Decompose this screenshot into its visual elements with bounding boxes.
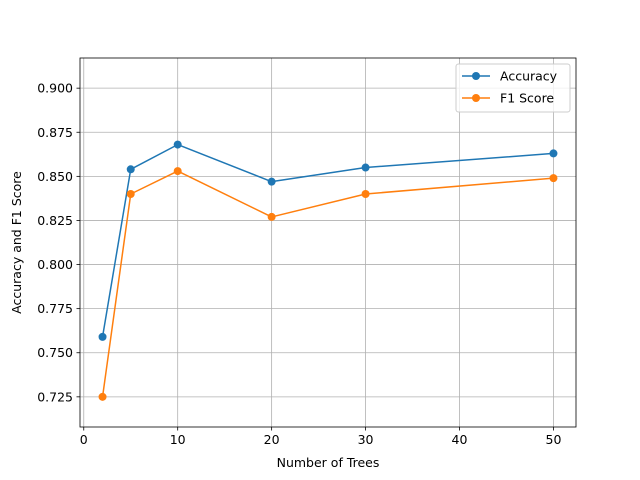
legend-label: Accuracy <box>500 69 558 84</box>
data-point-series-1 <box>549 149 558 158</box>
plot-area <box>80 58 576 427</box>
y-tick-label: 0.825 <box>37 213 73 228</box>
legend-marker <box>472 72 480 80</box>
data-point-series-2 <box>126 189 135 198</box>
legend-marker <box>472 94 480 102</box>
legend-label: F1 Score <box>500 91 554 106</box>
y-tick-label: 0.775 <box>37 301 73 316</box>
x-axis-title: Number of Trees <box>277 455 380 470</box>
x-tick-label: 30 <box>358 432 374 447</box>
data-point-series-2 <box>267 212 276 221</box>
data-point-series-1 <box>126 165 135 174</box>
legend: Accuracy F1 Score <box>455 63 571 113</box>
series-layer <box>98 140 558 401</box>
data-point-series-2 <box>98 392 107 401</box>
x-tick-label: 40 <box>452 432 468 447</box>
data-point-series-1 <box>98 332 107 341</box>
grid <box>80 58 576 427</box>
data-point-series-2 <box>549 174 558 183</box>
x-tick-label: 20 <box>264 432 280 447</box>
data-point-series-2 <box>173 167 182 176</box>
y-axis-title: Accuracy and F1 Score <box>9 171 24 314</box>
data-point-series-1 <box>267 177 276 186</box>
series-line-2 <box>101 170 554 397</box>
data-point-series-1 <box>361 163 370 172</box>
y-tick-label: 0.750 <box>37 345 73 360</box>
y-tick-label: 0.850 <box>37 169 73 184</box>
y-tick-label: 0.900 <box>37 81 73 96</box>
data-point-series-1 <box>173 140 182 149</box>
data-point-series-2 <box>361 189 370 198</box>
ticks: 0 10 20 30 40 50 0.725 0.750 0.775 0.800 0.825 0.85… <box>37 81 561 447</box>
plot-frame <box>79 57 577 428</box>
x-tick-label: 10 <box>170 432 186 447</box>
x-tick-label: 0 <box>80 432 88 447</box>
y-tick-label: 0.875 <box>37 125 73 140</box>
y-tick-label: 0.800 <box>37 257 73 272</box>
y-tick-label: 0.725 <box>37 389 73 404</box>
series-line-1 <box>101 143 554 337</box>
x-tick-label: 50 <box>546 432 562 447</box>
